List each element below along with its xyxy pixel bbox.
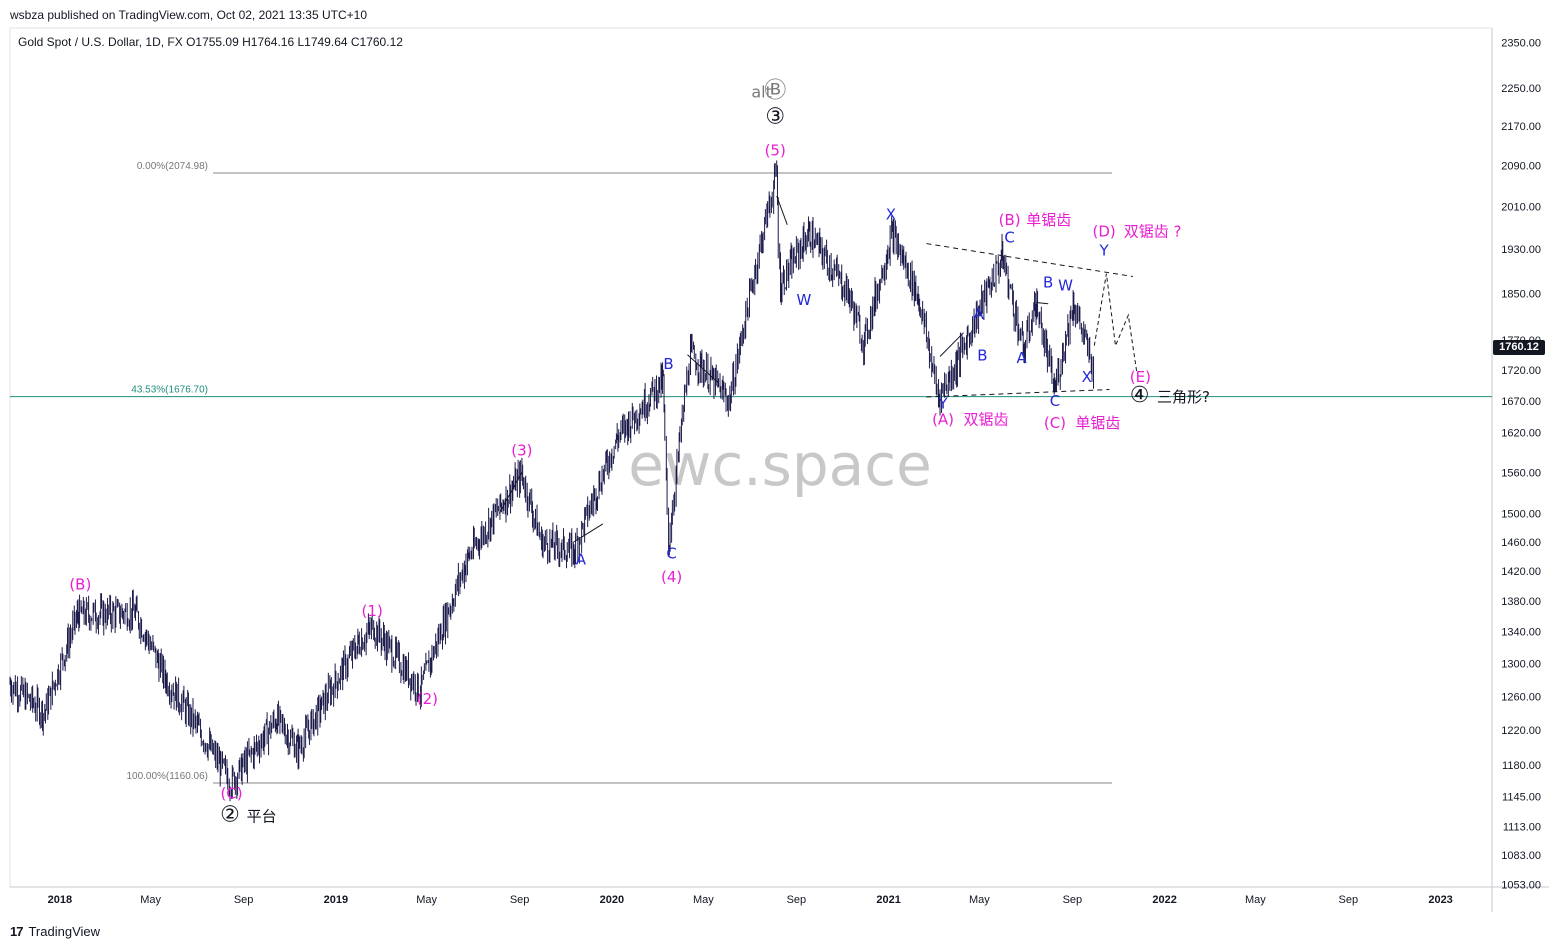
wave-label: ②	[220, 803, 240, 828]
wave-label: Y	[1099, 242, 1110, 260]
publisher-caption: wsbza published on TradingView.com, Oct …	[10, 8, 367, 22]
wave-label: C	[1050, 392, 1060, 410]
x-axis-tick: 2020	[600, 894, 624, 906]
wave-label: B	[977, 347, 987, 365]
wave-label: 单锯齿	[1075, 414, 1120, 432]
last-price-tag: 1760.12	[1493, 340, 1545, 355]
wave-label: (3)	[511, 442, 532, 460]
x-axis-tick: 2018	[48, 894, 72, 906]
wave-label: B	[1043, 274, 1053, 292]
triangle-lower-line	[926, 389, 1110, 398]
watermark-text: ewc.space	[628, 431, 932, 499]
wave-label: (B)	[69, 576, 91, 594]
symbol-info: Gold Spot / U.S. Dollar, 1D, FX O1755.09…	[18, 35, 403, 49]
x-axis-tick: May	[416, 894, 437, 906]
footer-brand[interactable]: 17 TradingView	[10, 924, 100, 939]
wave-label: W	[797, 291, 812, 309]
wave-label: A	[1017, 349, 1028, 367]
wave-label: 单锯齿	[1026, 211, 1071, 229]
y-axis-tick: 1560.00	[1501, 467, 1541, 479]
y-axis-tick: 1300.00	[1501, 659, 1541, 671]
projection-path	[1093, 273, 1138, 372]
wave-label: 双锯齿 ?	[1124, 223, 1182, 241]
x-axis-tick: Sep	[234, 894, 254, 906]
y-axis-tick: 1670.00	[1501, 396, 1541, 408]
wave-label: (C)	[1044, 414, 1066, 432]
triangle-upper-line	[926, 243, 1133, 278]
channel-line	[687, 354, 719, 383]
x-axis-tick: 2019	[324, 894, 348, 906]
wave-label: (D)	[1092, 223, 1115, 241]
y-axis-tick: 1113.00	[1503, 821, 1541, 833]
y-axis-tick: 1180.00	[1502, 760, 1541, 772]
wave-label: X	[1082, 368, 1092, 386]
wave-label: 双锯齿	[963, 410, 1008, 428]
y-axis-tick: 1930.00	[1501, 244, 1541, 256]
wave-label: ③	[765, 105, 785, 130]
wave-label: A	[973, 305, 984, 323]
y-axis-tick: 1620.00	[1501, 428, 1541, 440]
x-axis-tick: Sep	[787, 894, 807, 906]
wave-label: 平台	[247, 808, 277, 826]
channel-line	[1036, 302, 1049, 305]
wave-label: C	[1004, 228, 1014, 246]
x-axis-tick: May	[140, 894, 161, 906]
y-axis-tick: 2010.00	[1501, 201, 1541, 213]
footer-brand-label: TradingView	[28, 924, 101, 939]
wave-label: B	[663, 355, 673, 373]
y-axis-tick: 2170.00	[1501, 121, 1541, 133]
channel-line	[573, 523, 604, 543]
wave-label: (2)	[417, 690, 438, 708]
x-axis-tick: 2022	[1152, 894, 1176, 906]
wave-label: (E)	[1130, 368, 1151, 386]
y-axis-tick: 2090.00	[1501, 160, 1541, 172]
y-axis-tick: 1145.00	[1502, 792, 1541, 804]
channel-line	[498, 472, 523, 514]
wave-label: (4)	[661, 568, 682, 586]
x-axis-tick: May	[693, 894, 714, 906]
y-axis-tick: 2250.00	[1501, 83, 1541, 95]
x-axis-tick: Sep	[1063, 894, 1083, 906]
y-axis-tick: 1720.00	[1501, 365, 1541, 377]
y-axis-tick: 1083.00	[1501, 850, 1541, 862]
wave-label: (B)	[999, 211, 1021, 229]
wave-label: (A)	[932, 410, 954, 428]
wave-label: C	[666, 544, 676, 562]
wave-label: Ⓑ	[764, 78, 786, 103]
y-axis-tick: 1460.00	[1501, 537, 1541, 549]
wave-label: alt	[751, 82, 772, 101]
channel-line	[939, 332, 964, 357]
wave-label: X	[886, 206, 896, 224]
wave-label: 三角形?	[1157, 388, 1210, 406]
x-axis-tick: May	[969, 894, 990, 906]
wave-label: (5)	[765, 141, 786, 159]
y-axis-tick: 1850.00	[1501, 288, 1541, 300]
x-axis-tick: 2021	[876, 894, 900, 906]
wave-label: Y	[937, 394, 948, 412]
wave-label: ④	[1130, 383, 1150, 408]
y-axis-tick: 2350.00	[1501, 37, 1541, 49]
y-axis-tick: 1500.00	[1501, 508, 1541, 520]
fib-label: 43.53%(1676.70)	[131, 385, 208, 396]
wave-label: (C)	[220, 785, 242, 803]
y-axis-tick: 1260.00	[1501, 691, 1541, 703]
channel-line	[776, 195, 788, 225]
fib-label: 0.00%(2074.98)	[137, 161, 208, 172]
wave-label: W	[1058, 277, 1073, 295]
fib-label: 100.00%(1160.06)	[126, 771, 208, 782]
y-axis-tick: 1420.00	[1501, 566, 1541, 578]
x-axis-tick: Sep	[510, 894, 530, 906]
tradingview-logo-icon: 17	[10, 924, 24, 939]
y-axis-tick: 1220.00	[1501, 725, 1541, 737]
y-axis-tick: 1380.00	[1501, 596, 1541, 608]
y-axis-tick: 1053.00	[1501, 880, 1541, 892]
x-axis-tick: 2023	[1428, 894, 1452, 906]
y-axis-tick: 1340.00	[1501, 627, 1541, 639]
x-axis-tick: May	[1245, 894, 1266, 906]
x-axis-tick: Sep	[1339, 894, 1359, 906]
wave-label: A	[576, 550, 587, 568]
wave-label: (1)	[362, 602, 383, 620]
